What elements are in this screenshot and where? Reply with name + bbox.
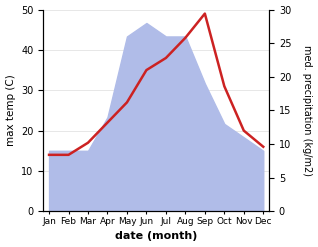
Y-axis label: med. precipitation (kg/m2): med. precipitation (kg/m2) (302, 45, 313, 176)
Y-axis label: max temp (C): max temp (C) (5, 75, 16, 146)
X-axis label: date (month): date (month) (115, 231, 197, 242)
